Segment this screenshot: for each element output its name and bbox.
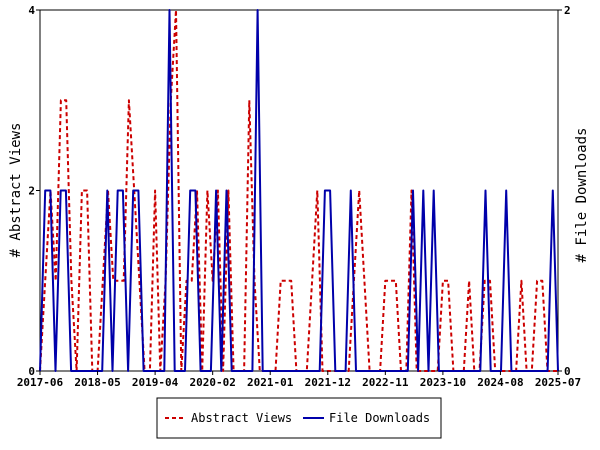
x-tick-label: 2024-08 <box>477 376 523 389</box>
x-tick-label: 2022-11 <box>362 376 409 389</box>
series-layer <box>39 9 559 372</box>
x-tick-label: 2025-07 <box>535 376 581 389</box>
y-right-tick-label: 0 <box>564 365 571 378</box>
x-tick-label: 2021-12 <box>305 376 351 389</box>
x-tick-label: 2018-05 <box>74 376 120 389</box>
y-left-tick-label: 0 <box>28 365 35 378</box>
legend-label-file-downloads: File Downloads <box>329 411 430 425</box>
series-line-abstract-views <box>39 9 558 372</box>
axes-layer: 2017-06 2018-05 2019-04 2020-02 2021-01 2021-… <box>17 4 581 389</box>
legend: Abstract Views File Downloads <box>156 397 442 439</box>
y-right-axis-title: # File Downloads <box>574 128 590 263</box>
series-line-file-downloads <box>39 9 559 372</box>
legend-box <box>156 397 442 439</box>
legend-label-abstract-views: Abstract Views <box>191 411 292 425</box>
x-tick-label: 2023-10 <box>420 376 466 389</box>
x-tick-label: 2017-06 <box>17 376 64 389</box>
y-left-axis-title: # Abstract Views <box>8 123 24 258</box>
y-left-tick-label: 2 <box>28 185 35 198</box>
x-tick-label: 2020-02 <box>189 376 235 389</box>
x-tick-label: 2021-01 <box>247 376 294 389</box>
y-left-tick-label: 4 <box>28 4 35 17</box>
y-right-tick-label: 2 <box>564 4 571 17</box>
x-tick-label: 2019-04 <box>132 376 179 389</box>
